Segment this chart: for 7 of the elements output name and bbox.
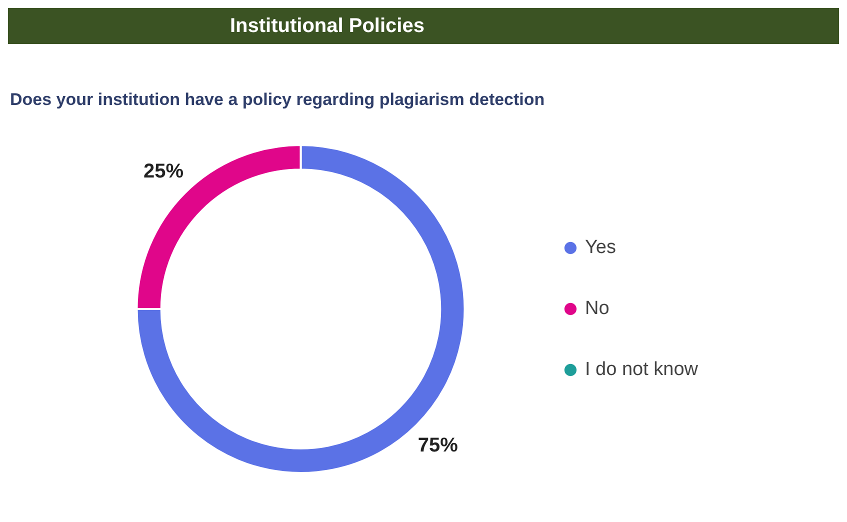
legend-label: No	[584, 298, 610, 320]
legend-label: Yes	[584, 237, 616, 258]
legend-label: I do not know	[584, 359, 698, 380]
chart-subtitle: Does your institution have a policy regarding plagiarism detection	[9, 90, 546, 110]
data-label: 25%	[144, 160, 184, 182]
chart-title: Institutional Policies	[8, 8, 839, 44]
data-label: 75%	[418, 434, 458, 457]
